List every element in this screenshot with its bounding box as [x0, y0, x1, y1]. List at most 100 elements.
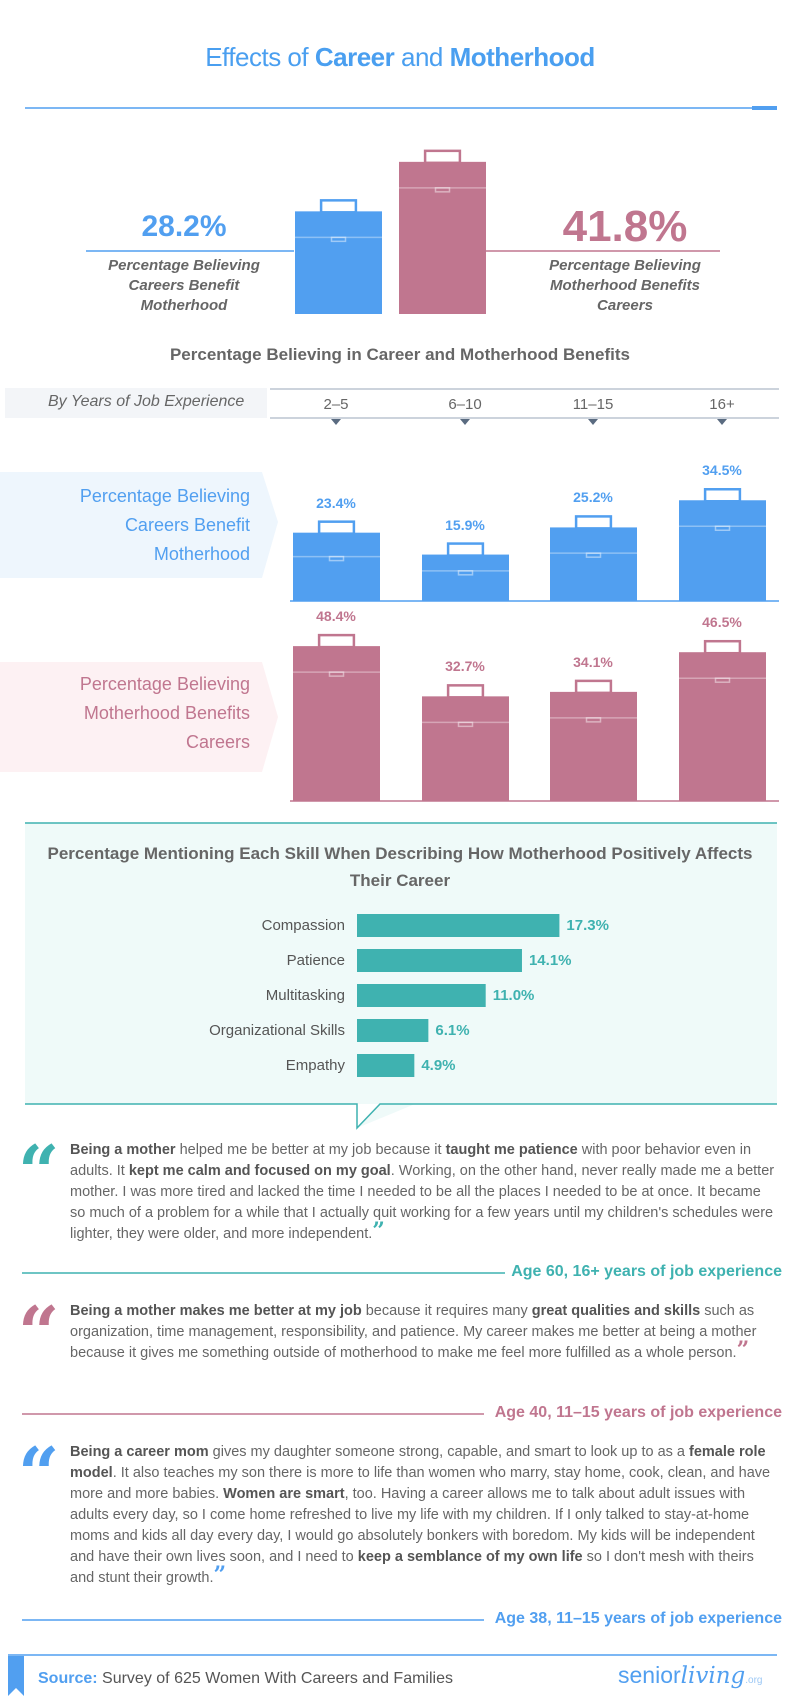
source-label: Source:: [38, 1670, 98, 1687]
skill-bar-0: [357, 914, 560, 937]
quote-close-mark-icon: ”: [213, 1562, 227, 1588]
quote-fragment: gives my daughter someone strong, capabl…: [208, 1444, 690, 1460]
title-and: and: [400, 42, 443, 72]
series-1-value-3: 46.5%: [702, 614, 742, 631]
series-0-value-2: 25.2%: [573, 489, 613, 506]
series-careers-label: Percentage Believing Careers Benefit Mot…: [79, 486, 250, 564]
skill-bar-2: [357, 984, 486, 1007]
quote-close-mark-icon: ”: [372, 1218, 385, 1244]
skill-value-3: 6.1%: [435, 1022, 470, 1039]
quote-fragment: with poor behavior even in adults. It: [70, 1142, 752, 1179]
logo-living: living: [680, 1663, 746, 1689]
series-0-value-1: 15.9%: [445, 516, 485, 533]
motherhood-label-panel: [0, 662, 278, 772]
quote-close-mark-icon: ”: [736, 1337, 750, 1363]
source-line: Source: Survey of 625 Women With Careers…: [38, 1670, 453, 1688]
series-1-bar-0: [293, 646, 380, 801]
careers-label-panel: [0, 472, 278, 578]
experience-tick-3: 16+: [709, 396, 735, 413]
page-title: Effects of Career and Motherhood: [0, 42, 800, 73]
series-1-value-1: 32.7%: [445, 658, 485, 675]
top-bar-motherhood: [399, 161, 486, 314]
experience-tick-marker-2: [588, 419, 598, 425]
source-text: Survey of 625 Women With Careers and Fam…: [102, 1670, 453, 1687]
series-1-value-0: 48.4%: [316, 608, 356, 625]
experience-tick-0: 2–5: [323, 396, 349, 413]
quote-fragment: helped me be better at my job because it: [175, 1142, 446, 1158]
skill-value-0: 17.3%: [566, 917, 609, 934]
top-career-caption: Percentage Believing Careers Benefit Mot…: [108, 257, 260, 314]
skill-value-1: 14.1%: [528, 952, 572, 969]
quote-attribution: Age 40, 11–15 years of job experience: [494, 1404, 782, 1421]
quote-attribution: Age 60, 16+ years of job experience: [511, 1263, 782, 1280]
title-career: Career: [314, 42, 395, 72]
top-bar-careers: [295, 211, 382, 314]
series-1-bar-1-handle: [446, 684, 485, 699]
series-0-bar-1: [422, 554, 509, 601]
quote-emphasis: Women are smart: [223, 1486, 345, 1502]
skill-value-4: 4.9%: [421, 1057, 456, 1074]
experience-axis-label: By Years of Job Experience: [48, 393, 245, 410]
series-0-bar-1-handle: [446, 542, 485, 557]
top-bar-motherhood-handle: [423, 149, 462, 165]
quote-open-mark-icon: “: [18, 1129, 60, 1214]
series-1-bar-0-clasp: [328, 671, 345, 677]
series-1-bar-1-clasp: [457, 721, 474, 728]
top-bar-motherhood-clasp: [434, 187, 451, 193]
quote-emphasis: Being a mother: [70, 1142, 176, 1158]
experience-tick-marker-3: [717, 419, 727, 425]
skill-bar-3: [357, 1019, 429, 1042]
header-divider-accent: [752, 106, 777, 110]
title-prefix: Effects of: [205, 42, 309, 72]
skills-panel-bottom: [25, 1103, 777, 1130]
quote-emphasis: female role model: [70, 1444, 766, 1481]
top-motherhood-caption: Percentage Believing Motherhood Benefits…: [549, 257, 701, 314]
quote-fragment: because it requires many: [361, 1303, 532, 1319]
top-motherhood-value: 41.8%: [562, 202, 688, 251]
quote-open-mark-icon: “: [18, 1290, 60, 1375]
quote-fragment: such as organization, time management, r…: [70, 1303, 757, 1361]
skill-label-4: Empathy: [285, 1057, 345, 1074]
skill-label-1: Patience: [286, 952, 345, 969]
series-0-bar-0: [293, 532, 380, 601]
series-0-bar-1-clasp: [457, 570, 474, 576]
series-1-bar-1: [422, 696, 509, 801]
logo-senior: senior: [618, 1662, 681, 1688]
quote-emphasis: keep a semblance of my own life: [357, 1549, 583, 1565]
top-bar-careers-clasp: [330, 236, 347, 243]
seniorliving-logo[interactable]: seniorliving.org: [618, 1662, 763, 1689]
quote-text: Being a career mom gives my daughter som…: [70, 1442, 776, 1589]
series-1-bar-0-handle: [317, 633, 356, 649]
experience-tick-1: 6–10: [448, 396, 482, 413]
series-0-bar-3: [679, 500, 766, 601]
quote-emphasis: kept me calm and focused on my goal: [128, 1163, 391, 1179]
series-0-bar-3-handle: [703, 488, 742, 503]
quote-text: Being a mother makes me better at my job…: [70, 1301, 776, 1364]
quote-attribution: Age 38, 11–15 years of job experience: [494, 1610, 782, 1627]
skills-chart-title: Percentage Mentioning Each Skill When De…: [47, 844, 753, 890]
quote-emphasis: Being a mother makes me better at my job: [70, 1303, 362, 1319]
experience-chart-title: Percentage Believing in Career and Mothe…: [169, 345, 631, 364]
skill-value-2: 11.0%: [492, 987, 535, 1004]
quote-text: Being a mother helped me be better at my…: [70, 1140, 776, 1245]
skill-label-3: Organizational Skills: [209, 1022, 345, 1039]
quote-emphasis: Being a career mom: [70, 1444, 209, 1460]
series-1-value-2: 34.1%: [573, 653, 613, 670]
series-0-bar-2-handle: [574, 515, 613, 530]
experience-tick-marker-1: [460, 419, 470, 425]
series-motherhood-label: Percentage Believing Motherhood Benefits…: [79, 674, 250, 752]
skill-bar-4: [357, 1054, 415, 1077]
series-1-bar-3-handle: [703, 639, 742, 655]
series-0-bar-2-clasp: [585, 552, 602, 558]
series-1-bar-2-clasp: [585, 717, 602, 723]
series-1-bar-2-handle: [574, 679, 613, 695]
top-career-value: 28.2%: [141, 210, 227, 243]
skill-label-0: Compassion: [261, 917, 345, 934]
series-0-bar-0-clasp: [328, 555, 345, 562]
quote-fragment: , too. Having a career allows me to talk…: [70, 1486, 755, 1565]
series-0-value-0: 23.4%: [316, 494, 356, 511]
logo-org: .org: [745, 1675, 763, 1686]
skill-bar-1: [357, 949, 522, 972]
skills-panel: [25, 823, 777, 1128]
